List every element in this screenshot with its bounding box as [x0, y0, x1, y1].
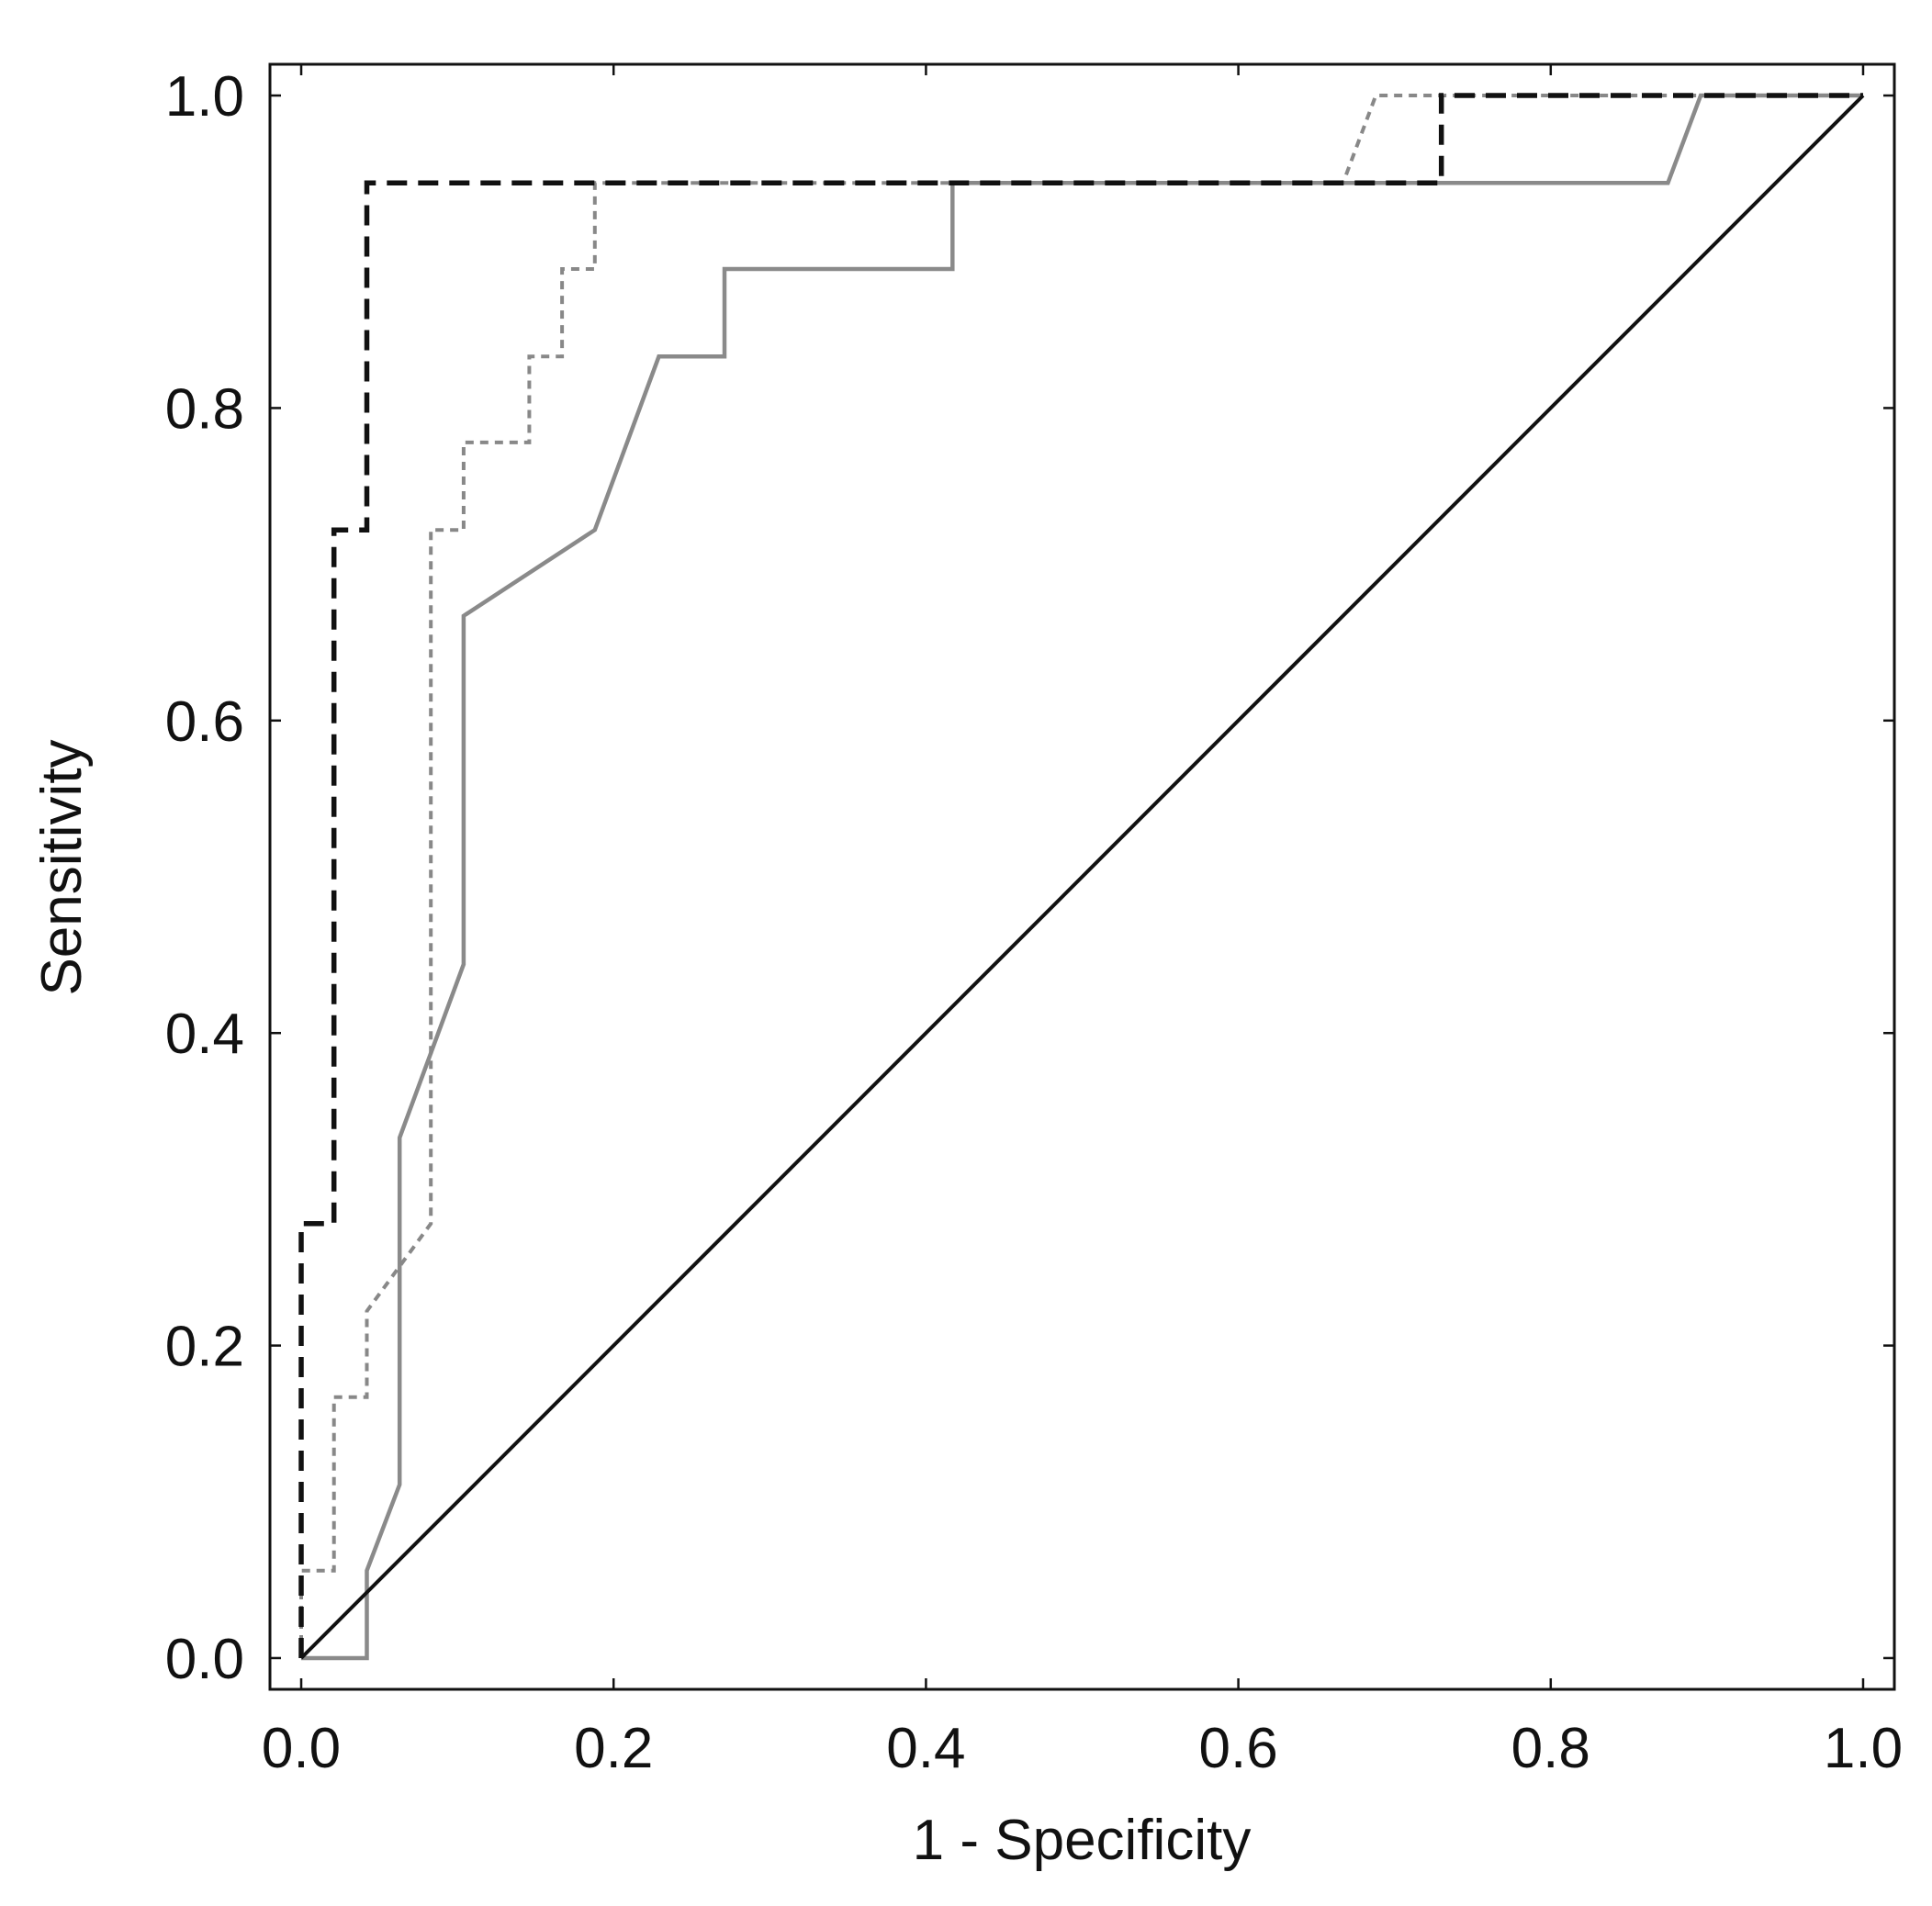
y-tick-label: 0.6: [165, 690, 244, 754]
x-axis-label: 1 - Specificity: [913, 1809, 1252, 1872]
y-axis-label: Sensitivity: [30, 739, 94, 995]
roc-curve-dotted: [299, 94, 1863, 1658]
x-tick-label: 0.2: [574, 1717, 653, 1780]
x-tick-label: 0.6: [1198, 1717, 1277, 1780]
reference-diagonal-line: [299, 94, 1865, 1660]
y-tick-label: 0.0: [165, 1628, 244, 1691]
x-tick-label: 0.0: [262, 1717, 341, 1780]
y-tick-label: 0.2: [165, 1316, 244, 1379]
y-tick-label: 0.8: [165, 377, 244, 441]
roc-curve-dashed: [298, 93, 1863, 1658]
plot-frame: [268, 62, 1896, 1691]
x-tick-label: 0.8: [1511, 1717, 1590, 1780]
x-tick-label: 1.0: [1824, 1717, 1903, 1780]
y-tick-label: 1.0: [165, 65, 244, 129]
y-tick-label: 0.4: [165, 1003, 244, 1066]
x-tick-label: 0.4: [886, 1717, 965, 1780]
